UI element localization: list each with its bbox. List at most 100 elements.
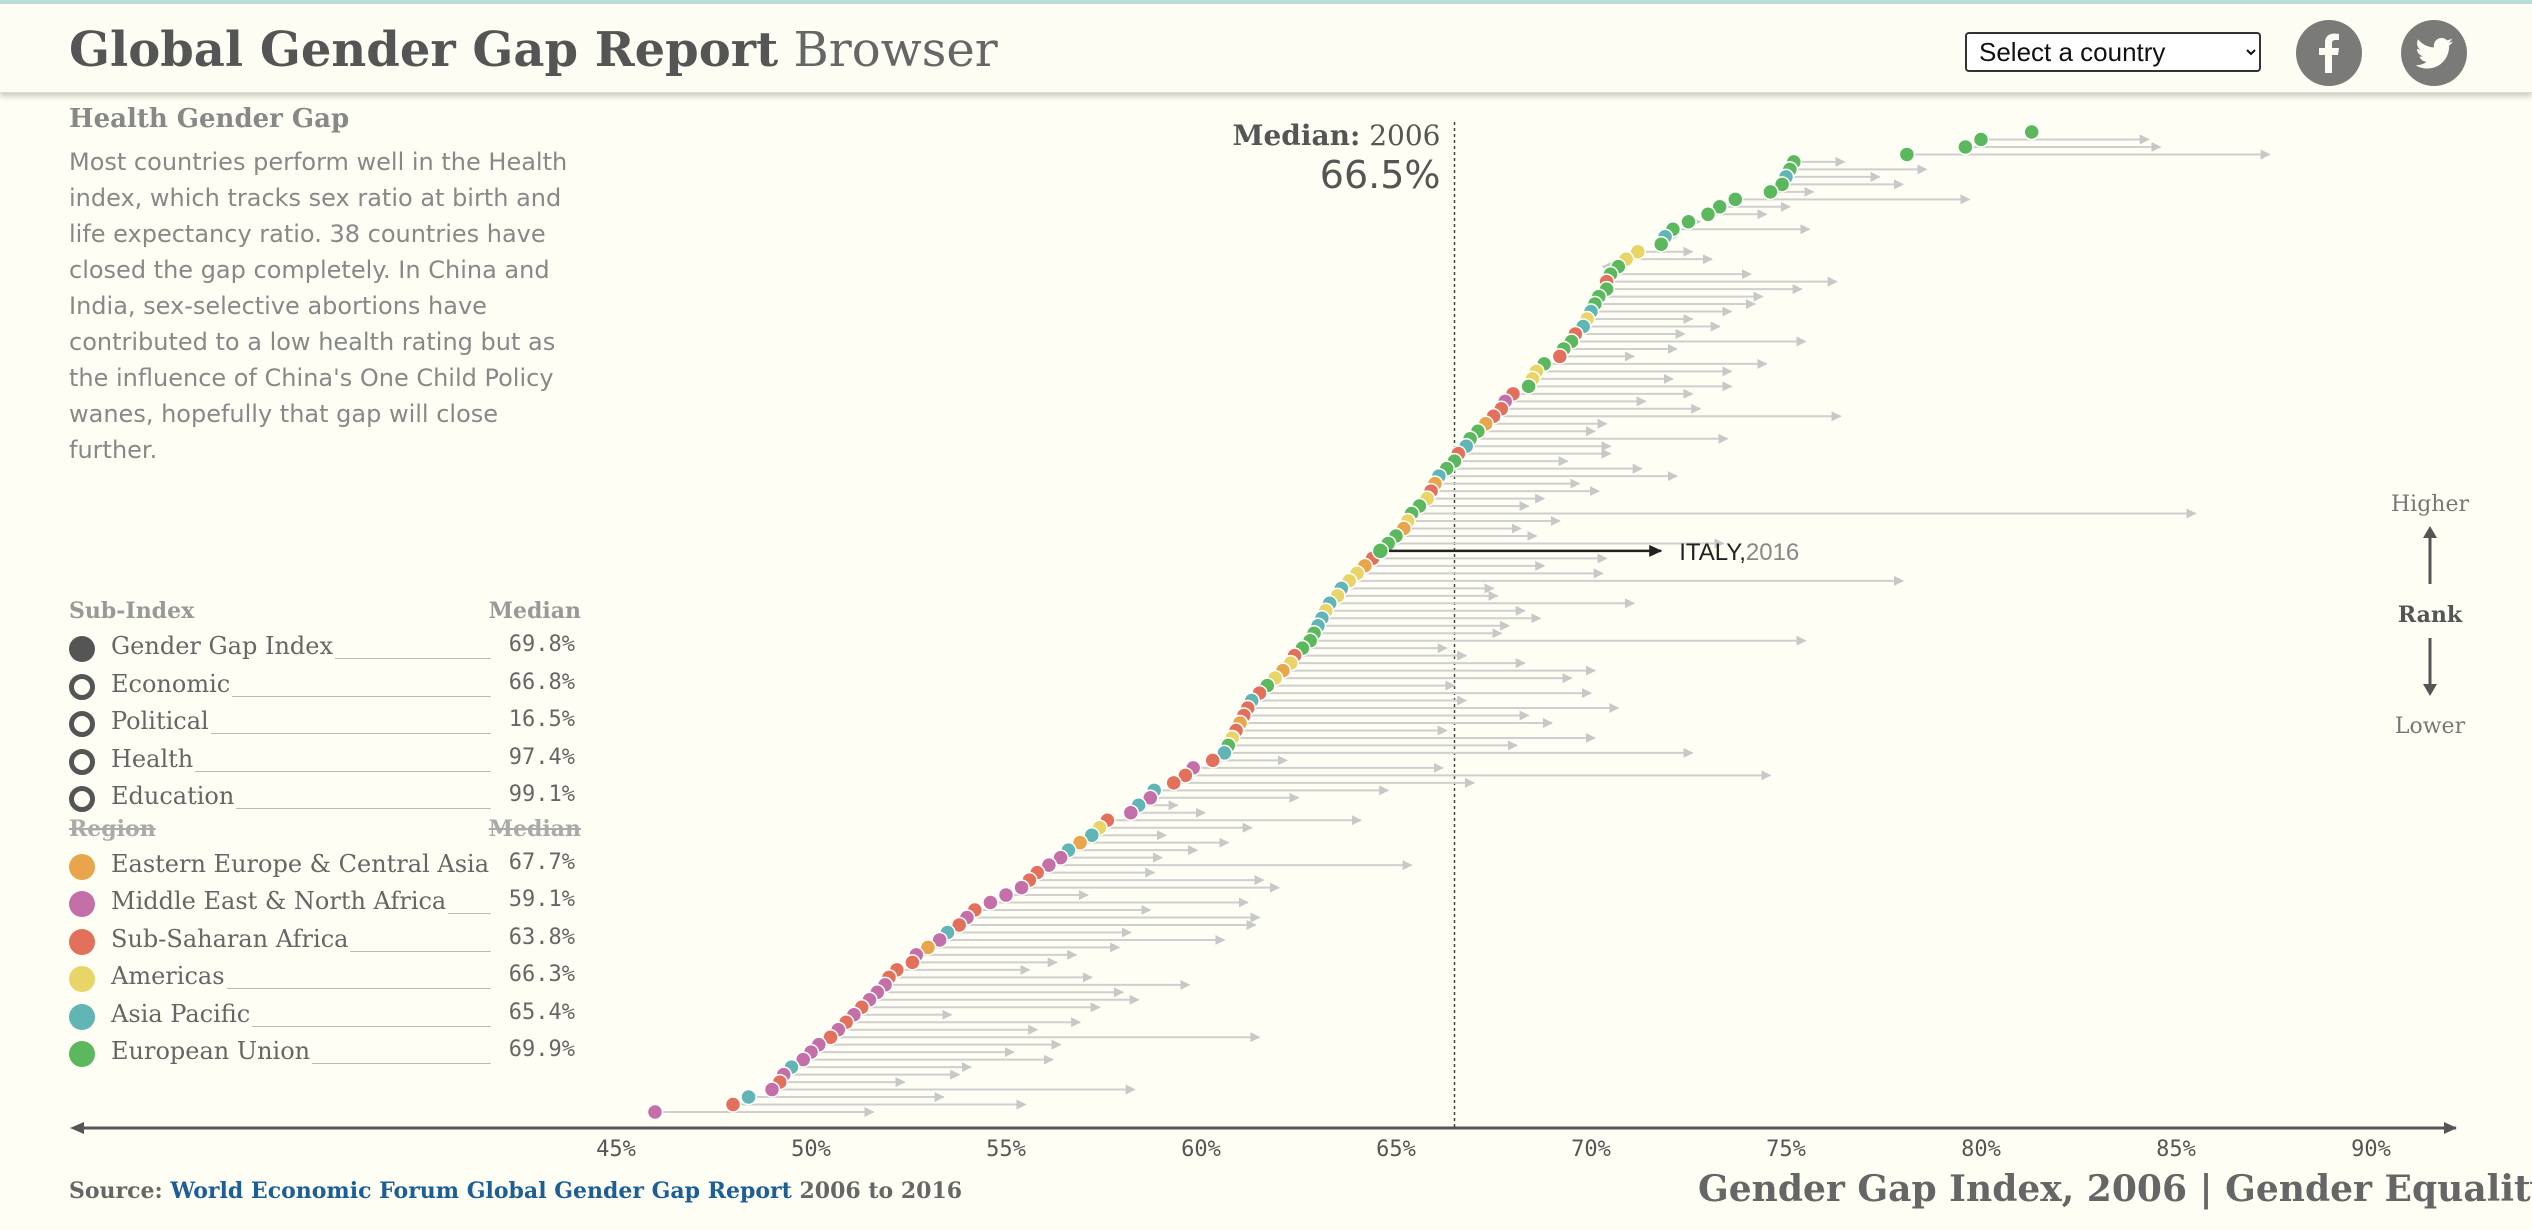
source-note: Source: World Economic Forum Global Gend… <box>69 1178 962 1204</box>
rank-lower: Lower <box>2394 714 2466 739</box>
country-dot <box>950 916 968 934</box>
region-name: Americas <box>111 962 227 990</box>
country-dot <box>931 931 948 949</box>
region-item[interactable]: Asia Pacific 65.4% <box>69 996 581 1034</box>
region-item[interactable]: Middle East & North Africa 59.1% <box>69 883 581 921</box>
country-dot <box>740 1088 757 1106</box>
subindex-median: 16.5% <box>508 707 575 732</box>
region-item[interactable]: Sub-Saharan Africa 63.8% <box>69 921 581 959</box>
source-prefix: Source: <box>69 1178 163 1204</box>
country-dot <box>1040 856 1058 874</box>
country-dot <box>1071 834 1089 851</box>
country-dot <box>1083 826 1101 844</box>
subindex-item[interactable]: Political 16.5% <box>69 703 581 741</box>
x-tick-label: 85% <box>2156 1137 2196 1162</box>
region-dot-icon <box>69 853 95 880</box>
region-item[interactable]: European Union 69.9% <box>69 1033 581 1071</box>
subindex-item[interactable]: Gender Gap Index 69.8% <box>69 628 581 666</box>
header-bar: Global Gender Gap Report Browser Select … <box>0 0 2532 93</box>
x-tick-label: 45% <box>596 1137 636 1162</box>
region-median: 59.1% <box>508 887 575 912</box>
rank-indicator: Higher Rank Lower <box>2380 488 2480 739</box>
highlight-country: ITALY, <box>1679 539 1746 566</box>
country-dot <box>1177 767 1194 784</box>
median-label-bold: Median: <box>1232 119 1360 152</box>
country-select[interactable]: Select a country <box>1965 32 2261 72</box>
leader-line <box>111 733 491 734</box>
panel-heading: Health Gender Gap <box>69 104 350 134</box>
country-dot <box>1972 131 1990 148</box>
twitter-button[interactable] <box>2401 20 2467 86</box>
legend: Sub-Index Median Gender Gap Index 69.8% Ec… <box>69 598 581 1071</box>
median-label: Median: 2006 <box>1232 119 1440 152</box>
region-dot-icon <box>69 1041 95 1067</box>
region-dot-icon <box>69 928 95 955</box>
region-dot-icon <box>69 966 95 992</box>
region-dot-icon <box>69 891 95 917</box>
subindex-median: 66.8% <box>508 669 575 695</box>
country-dot <box>1520 378 1537 395</box>
region-median: 63.8% <box>508 924 575 950</box>
country-dot <box>982 894 999 911</box>
region-name: Middle East & North Africa <box>111 887 449 915</box>
subindex-dot-icon <box>69 636 95 662</box>
country-dot <box>1773 176 1791 193</box>
country-dot <box>1652 235 1670 253</box>
subindex-item[interactable]: Education 99.1% <box>69 778 581 816</box>
subindex-dot-icon <box>69 673 95 700</box>
country-dot <box>1165 774 1182 792</box>
footer-title: Gender Gap Index, 2006 | Gender Equality <box>1698 1168 2532 1210</box>
country-dot <box>1204 752 1221 769</box>
country-dot <box>1727 191 1744 208</box>
country-dot <box>1680 213 1697 231</box>
subindex-name: Gender Gap Index <box>111 632 336 660</box>
region-item[interactable]: Americas 66.3% <box>69 958 581 996</box>
highlight-label: ITALY,2016 <box>1679 539 1799 566</box>
twitter-icon <box>2415 38 2453 69</box>
subindex-header: Sub-Index Median <box>69 598 581 628</box>
country-dot <box>646 1103 664 1121</box>
country-dot <box>1216 744 1233 762</box>
subindex-item[interactable]: Health 97.4% <box>69 741 581 779</box>
facebook-button[interactable] <box>2296 20 2362 86</box>
country-dot <box>1142 789 1159 807</box>
country-dot <box>1122 804 1140 822</box>
country-dot <box>1898 146 1916 163</box>
country-dot <box>794 1051 812 1068</box>
region-dot-icon <box>69 1003 95 1030</box>
change-arrows <box>655 134 2271 1117</box>
subindex-median: 99.1% <box>508 782 575 807</box>
region-name: Asia Pacific <box>111 999 253 1028</box>
country-dot <box>1052 849 1069 866</box>
x-tick-label: 75% <box>1766 1137 1806 1162</box>
country-dot <box>1629 243 1647 260</box>
x-tick-label: 65% <box>1376 1137 1416 1162</box>
subindex-list: Gender Gap Index 69.8% Economic 66.8% Politi… <box>69 628 581 816</box>
country-dot <box>2023 123 2040 141</box>
region-name: Sub-Saharan Africa <box>111 924 351 953</box>
country-dot <box>1551 348 1569 365</box>
source-link[interactable]: World Economic Forum Global Gender Gap R… <box>170 1178 792 1204</box>
country-dot <box>724 1096 742 1113</box>
region-name: Eastern Europe & Central Asia <box>111 849 492 878</box>
leader-line <box>111 770 491 772</box>
region-median: 66.3% <box>508 962 575 987</box>
region-median-label: Median <box>488 815 581 842</box>
subindex-name: Health <box>111 744 196 773</box>
x-tick-label: 80% <box>1961 1137 2001 1162</box>
subindex-dot-icon <box>69 748 95 775</box>
highlight-year: 2016 <box>1746 539 1799 566</box>
subindex-label: Sub-Index <box>69 598 195 624</box>
country-dot <box>1762 183 1779 201</box>
x-tick-label: 90% <box>2351 1137 2391 1162</box>
subindex-name: Education <box>111 782 237 810</box>
region-item[interactable]: Eastern Europe & Central Asia 67.7% <box>69 846 581 884</box>
country-dot <box>1013 879 1030 896</box>
country-dot <box>997 886 1015 904</box>
country-dots <box>646 123 2040 1121</box>
facebook-icon <box>2319 33 2339 73</box>
region-median: 67.7% <box>508 849 575 875</box>
subindex-item[interactable]: Economic 66.8% <box>69 666 581 704</box>
panel-description: Most countries perform well in the Healt… <box>69 148 568 464</box>
